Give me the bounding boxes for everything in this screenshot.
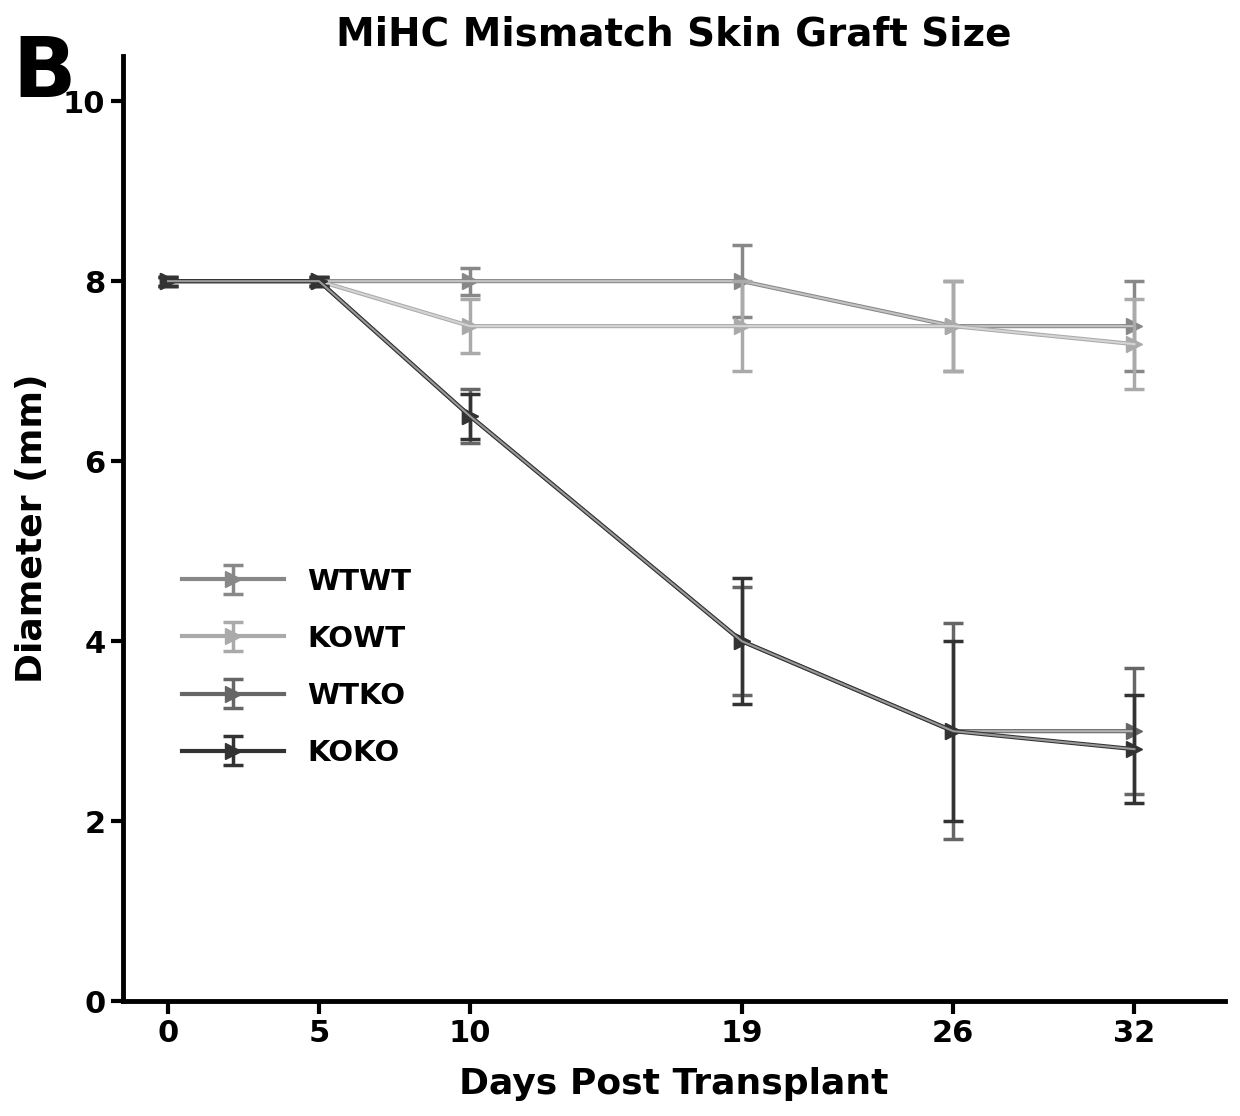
Text: B: B <box>12 33 76 115</box>
Y-axis label: Diameter (mm): Diameter (mm) <box>15 374 50 683</box>
Title: MiHC Mismatch Skin Graft Size: MiHC Mismatch Skin Graft Size <box>336 15 1012 52</box>
X-axis label: Days Post Transplant: Days Post Transplant <box>459 1067 889 1101</box>
Legend: WTWT, KOWT, WTKO, KOKO: WTWT, KOWT, WTKO, KOKO <box>170 556 423 779</box>
